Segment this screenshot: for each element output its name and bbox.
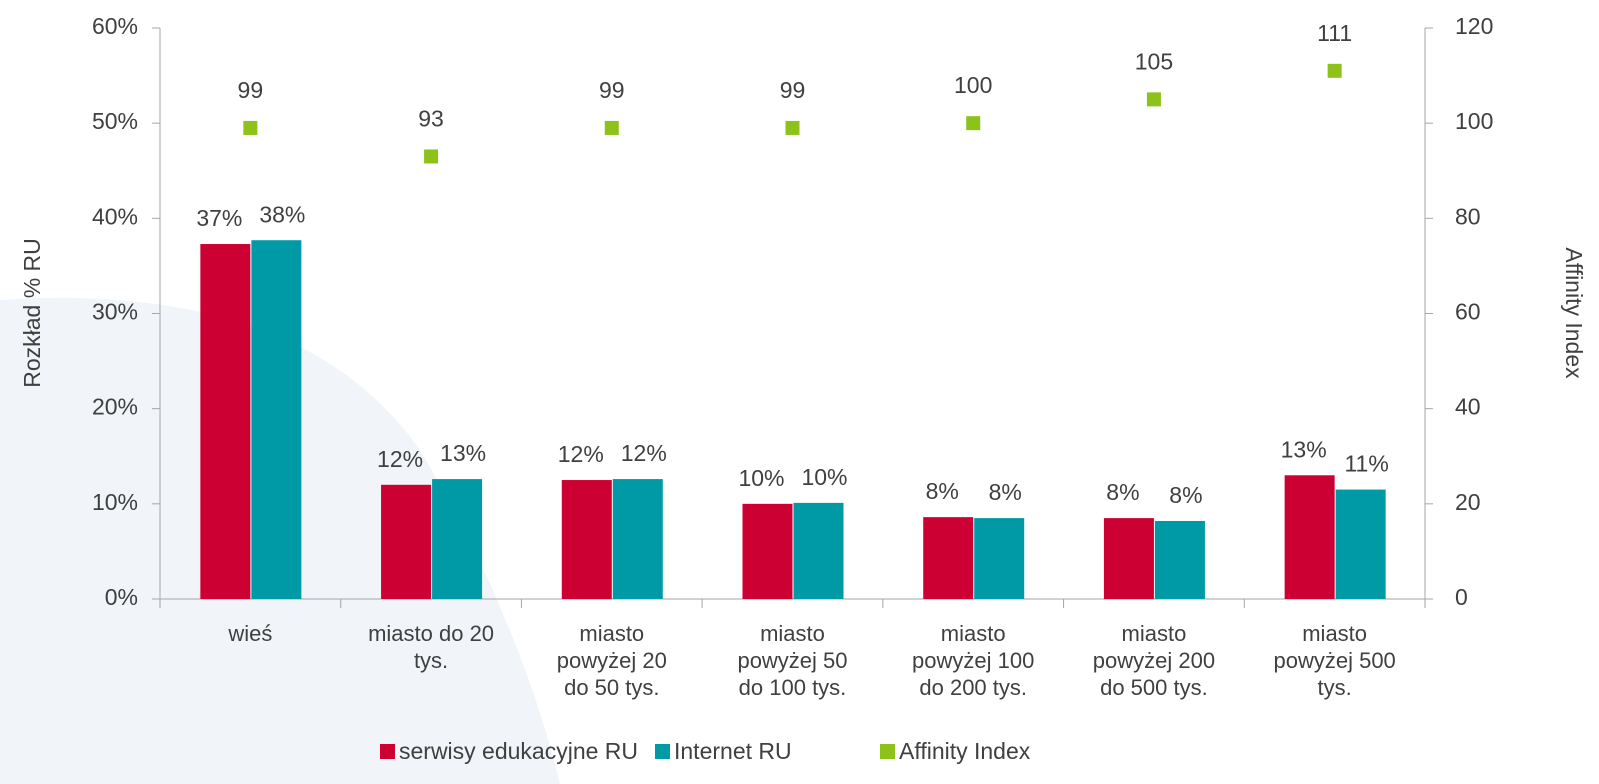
data-label: 8% [1106,479,1139,505]
x-tick-label: miasto powyżej 20 do 50 tys. [556,621,667,700]
legend-label: Affinity Index [899,738,1031,764]
bar [432,479,483,599]
data-label: 8% [926,478,959,504]
bar [742,503,793,599]
x-tick-label: miasto powyżej 200 do 500 tys. [1092,621,1216,700]
y2-tick-label: 80 [1455,203,1481,229]
x-tick-label: miasto powyżej 500 tys. [1273,621,1396,700]
data-label: 11% [1344,451,1388,477]
data-label: 37% [196,205,242,231]
y2-tick-label: 20 [1455,489,1481,515]
data-label: 99 [780,77,806,103]
y2-tick-label: 0 [1455,584,1468,610]
data-label: 111 [1317,20,1352,46]
affinity-point [424,149,439,164]
data-label: 10% [738,465,784,491]
y-axis-label: Rozkład % RU [19,238,45,388]
data-label: 12% [377,446,423,472]
y-tick-label: 40% [92,203,138,229]
y-tick-label: 20% [92,394,138,420]
y2-tick-label: 100 [1455,108,1493,134]
bar [923,517,974,599]
y2-tick-label: 60 [1455,299,1481,325]
data-label: 12% [621,440,667,466]
y2-tick-label: 40 [1455,394,1481,420]
data-label: 99 [599,77,625,103]
y-tick-label: 10% [92,489,138,515]
data-label: 13% [440,440,486,466]
bar [381,484,432,599]
data-label: 100 [954,72,992,98]
affinity-point [604,120,619,135]
data-label: 93 [418,106,444,132]
legend-swatch [380,744,395,759]
affinity-point [1146,92,1161,107]
y-tick-label: 60% [92,13,138,39]
bar [1335,489,1386,599]
data-label: 12% [558,441,604,467]
y2-tick-label: 120 [1455,13,1493,39]
legend-label: serwisy edukacyjne RU [399,738,638,764]
bar [974,518,1025,599]
bar [251,240,302,599]
bar [793,502,844,599]
data-label: 10% [801,464,847,490]
x-tick-label: miasto do 20 tys. [368,621,495,673]
data-label: 8% [989,479,1022,505]
y-tick-label: 0% [105,584,138,610]
legend-swatch [655,744,670,759]
y-tick-label: 30% [92,299,138,325]
x-tick-label: miasto powyżej 50 do 100 tys. [737,621,848,700]
x-tick-label: wieś [228,621,273,646]
affinity-point [785,120,800,135]
data-label: 8% [1169,482,1202,508]
data-label: 13% [1281,436,1327,462]
data-label: 105 [1135,48,1173,74]
y2-axis-label: Affinity Index [1561,247,1587,379]
bar [1103,518,1154,599]
affinity-point [1327,63,1342,78]
y-tick-label: 50% [92,108,138,134]
bar [1154,520,1205,599]
legend-swatch [880,744,895,759]
bar [561,480,612,599]
legend-label: Internet RU [674,738,792,764]
affinity-point [243,120,258,135]
data-label: 99 [238,77,264,103]
affinity-point [966,116,981,131]
bar [1284,475,1335,599]
bar [200,244,251,600]
x-tick-label: miasto powyżej 100 do 200 tys. [912,621,1035,700]
data-label: 38% [259,201,305,227]
bar [612,479,663,599]
